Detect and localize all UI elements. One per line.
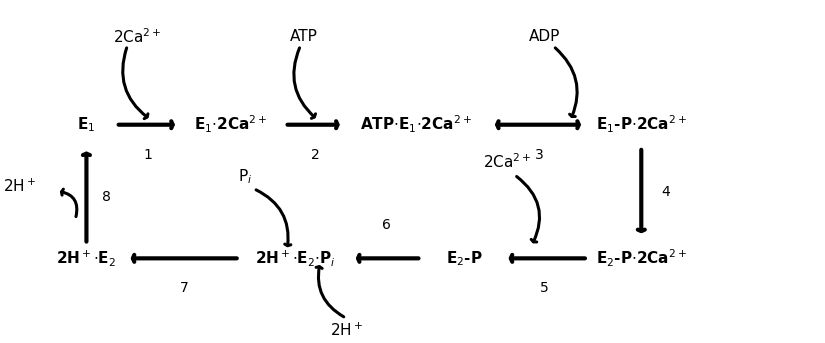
Text: 2H$^+$$\cdot$E$_2$$\cdot$P$_i$: 2H$^+$$\cdot$E$_2$$\cdot$P$_i$ bbox=[255, 248, 336, 268]
Text: ADP: ADP bbox=[529, 29, 560, 44]
Text: 5: 5 bbox=[540, 281, 549, 295]
Text: 8: 8 bbox=[102, 190, 111, 203]
Text: 2Ca$^{2+}$: 2Ca$^{2+}$ bbox=[113, 27, 162, 46]
Text: 2H$^+$$\cdot$E$_2$: 2H$^+$$\cdot$E$_2$ bbox=[56, 248, 116, 268]
Text: E$_2$-P$\cdot$2Ca$^{2+}$: E$_2$-P$\cdot$2Ca$^{2+}$ bbox=[596, 248, 687, 269]
Text: ATP$\cdot$E$_1$$\cdot$2Ca$^{2+}$: ATP$\cdot$E$_1$$\cdot$2Ca$^{2+}$ bbox=[361, 114, 472, 135]
Text: P$_i$: P$_i$ bbox=[238, 167, 252, 186]
Text: ATP: ATP bbox=[290, 29, 318, 44]
Text: 2H$^+$: 2H$^+$ bbox=[3, 178, 36, 195]
Text: E$_1$: E$_1$ bbox=[78, 115, 96, 134]
Text: 6: 6 bbox=[382, 218, 391, 232]
Text: 1: 1 bbox=[144, 148, 153, 162]
Text: 4: 4 bbox=[661, 185, 670, 199]
Text: 3: 3 bbox=[535, 148, 544, 162]
Text: 7: 7 bbox=[180, 281, 189, 295]
Text: E$_2$-P: E$_2$-P bbox=[446, 249, 483, 268]
Text: E$_1$-P$\cdot$2Ca$^{2+}$: E$_1$-P$\cdot$2Ca$^{2+}$ bbox=[596, 114, 687, 135]
Text: 2: 2 bbox=[311, 148, 320, 162]
Text: 2Ca$^{2+}$: 2Ca$^{2+}$ bbox=[483, 152, 531, 171]
Text: E$_1$$\cdot$2Ca$^{2+}$: E$_1$$\cdot$2Ca$^{2+}$ bbox=[195, 114, 268, 135]
Text: 2H$^+$: 2H$^+$ bbox=[329, 321, 363, 339]
